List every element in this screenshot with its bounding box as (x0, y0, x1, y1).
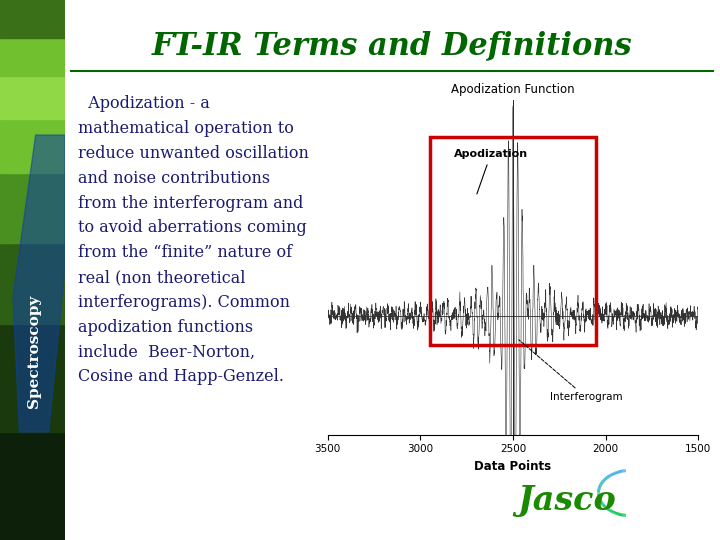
Bar (0, 324, 65, 432)
Bar (0, 119, 65, 173)
Text: Spectroscopy: Spectroscopy (27, 294, 41, 408)
Text: FT-IR Terms and Definitions: FT-IR Terms and Definitions (152, 30, 633, 62)
Polygon shape (13, 135, 65, 432)
Bar (0, 173, 65, 243)
Title: Apodization Function: Apodization Function (451, 83, 575, 96)
Text: Apodization: Apodization (454, 150, 528, 194)
Bar (0, 0, 65, 38)
Bar (0, 38, 65, 76)
Text: Apodization - a
mathematical operation to
reduce unwanted oscillation
and noise : Apodization - a mathematical operation t… (78, 96, 309, 385)
Bar (430, 137, 596, 346)
Bar (0, 76, 65, 119)
Text: Jasco: Jasco (517, 484, 616, 517)
Bar (0, 243, 65, 324)
Text: Interferogram: Interferogram (519, 340, 623, 402)
X-axis label: Data Points: Data Points (474, 460, 552, 473)
Bar (0, 432, 65, 540)
